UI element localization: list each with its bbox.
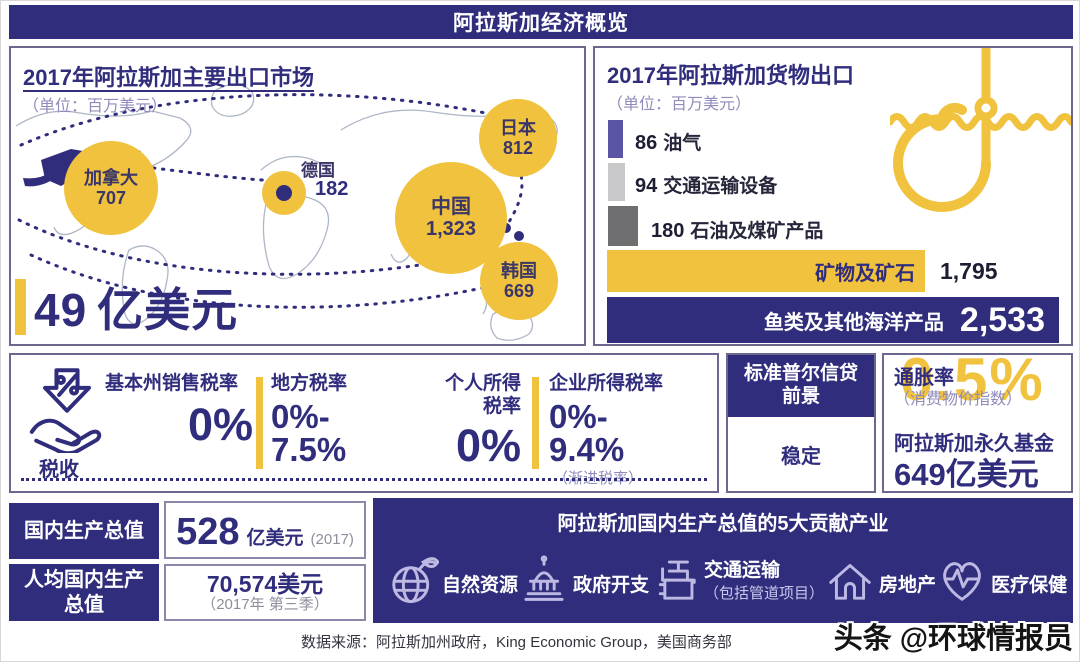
- industry-government-spending: 政府开支: [518, 553, 649, 605]
- pipeline-valve-icon: [658, 560, 696, 600]
- dotted-divider: [21, 478, 707, 481]
- sp-outlook-header: 标准普尔信贷 前景: [728, 355, 874, 417]
- data-source: 数据来源：阿拉斯加州政府，King Economic Group，美国商务部: [301, 634, 732, 651]
- watermark: 头条 @环球情报员: [834, 615, 1073, 657]
- gdp-total-label: 国内生产总值: [9, 503, 159, 559]
- bar-value: 180: [651, 220, 685, 242]
- bubble-japan: 日本 812: [479, 99, 557, 177]
- capitol-icon: [524, 554, 564, 601]
- header-bar: 阿拉斯加经济概览: [9, 5, 1073, 39]
- gdp-total-value: 528: [176, 511, 240, 553]
- bar-label: 矿物及矿石: [815, 262, 915, 285]
- tax-hand-icon: [29, 368, 102, 453]
- export-total-unit: 亿美元: [97, 284, 239, 336]
- bubble-canada: 加拿大 707: [64, 141, 158, 235]
- accent-bar: [15, 279, 26, 335]
- sp-outlook-value: 稳定: [781, 445, 821, 468]
- industry-natural-resources: 自然资源: [387, 553, 518, 605]
- tax-col-state-sales: 基本州销售税率 0%: [105, 373, 253, 450]
- gdp-total-unit: 亿美元: [246, 528, 304, 549]
- inflation-panel: 0.5% 通胀率 （消费物价指数） 阿拉斯加永久基金 649亿美元: [882, 346, 1073, 493]
- bar-value: 94: [635, 175, 658, 197]
- bar-value: 2,533: [959, 300, 1045, 339]
- tax-col-corporate-income: 企业所得税率 0%- 9.4%（渐进税率）: [549, 373, 664, 488]
- export-total-value: 49: [34, 284, 88, 336]
- divider: [256, 377, 263, 469]
- industry-transportation: 交通运输 （包括管道项目）: [649, 553, 824, 605]
- bar-value: 86: [635, 132, 658, 154]
- heart-pulse-icon: [943, 561, 981, 601]
- export-markets-panel: 2017年阿拉斯加主要出口市场 （单位：百万美元） 加拿大 707 德国 182…: [9, 46, 586, 346]
- house-icon: [829, 563, 871, 600]
- bar-label: 石油及煤矿产品: [690, 221, 824, 242]
- globe-leaf-icon: [392, 556, 439, 603]
- watermark-brand: 头条: [833, 623, 892, 655]
- goods-exports-panel: 2017年阿拉斯加货物出口 （单位：百万美元） 86 油气 94 交通运输设备 18…: [593, 46, 1073, 346]
- inflation-value: 0.5%: [900, 346, 1045, 413]
- bar-minerals-ores: 矿物及矿石: [607, 250, 925, 292]
- bar-label: 鱼类及其他海洋产品: [763, 311, 944, 334]
- bar-value: 1,795: [940, 258, 998, 284]
- divider: [532, 377, 539, 469]
- germany-value: 182: [315, 178, 349, 200]
- gdp-per-capita-value-box: 70,574美元 （2017年 第三季）: [164, 564, 366, 621]
- bar-fish-marine: 鱼类及其他海洋产品 2,533: [607, 297, 1059, 343]
- export-markets-title: 2017年阿拉斯加主要出口市场: [23, 65, 314, 90]
- permanent-fund-value: 649亿美元: [894, 457, 1039, 492]
- tax-col-personal-income: 个人所得 税率 0%: [444, 373, 521, 471]
- inflation-sublabel: （消费物价指数）: [894, 391, 1023, 408]
- bar-transport-equipment: [608, 163, 625, 201]
- germany-label: 德国: [301, 161, 335, 180]
- tax-col-local: 地方税率 0%- 7.5%: [271, 373, 348, 469]
- industry-healthcare: 医疗保健: [936, 553, 1067, 605]
- bar-label: 交通运输设备: [663, 176, 778, 197]
- gdp-total-note: (2017): [310, 531, 354, 548]
- industry-real-estate: 房地产: [824, 553, 936, 605]
- sp-outlook-panel: 标准普尔信贷 前景 稳定: [726, 353, 876, 493]
- gdp-per-capita-label: 人均国内生产 总值: [9, 564, 159, 621]
- tax-panel: 税收 基本州销售税率 0% 地方税率 0%- 7.5% 个人所得 税率 0% 企…: [9, 353, 719, 493]
- gdp-per-capita-note: （2017年 第三季）: [201, 595, 329, 613]
- bubble-korea: 韩国 669: [480, 242, 558, 320]
- industries-title: 阿拉斯加国内生产总值的5大贡献产业: [557, 513, 889, 535]
- permanent-fund-label: 阿拉斯加永久基金: [894, 433, 1054, 455]
- gdp-total-value-box: 528 亿美元 (2017): [164, 501, 366, 559]
- goods-exports-title: 2017年阿拉斯加货物出口: [607, 63, 854, 88]
- inflation-label: 通胀率: [894, 367, 954, 389]
- port-dot: [514, 231, 524, 241]
- industries-panel: 阿拉斯加国内生产总值的5大贡献产业 自然资源: [373, 498, 1073, 623]
- bar-label: 油气: [663, 133, 702, 154]
- export-total: 49 亿美元: [15, 274, 238, 340]
- export-markets-unit: （单位：百万美元）: [23, 98, 168, 115]
- bar-oil-gas: [608, 120, 623, 158]
- germany-dot: [276, 185, 292, 201]
- page-title: 阿拉斯加经济概览: [453, 12, 629, 35]
- gdp-per-capita-value: 70,574美元: [206, 570, 324, 597]
- fishing-hook-icon: [890, 48, 1071, 212]
- goods-exports-unit: （单位：百万美元）: [607, 96, 752, 113]
- bar-petroleum-coal: [608, 206, 638, 246]
- watermark-handle: @环球情报员: [899, 623, 1073, 655]
- tax-caption: 税收: [39, 459, 79, 481]
